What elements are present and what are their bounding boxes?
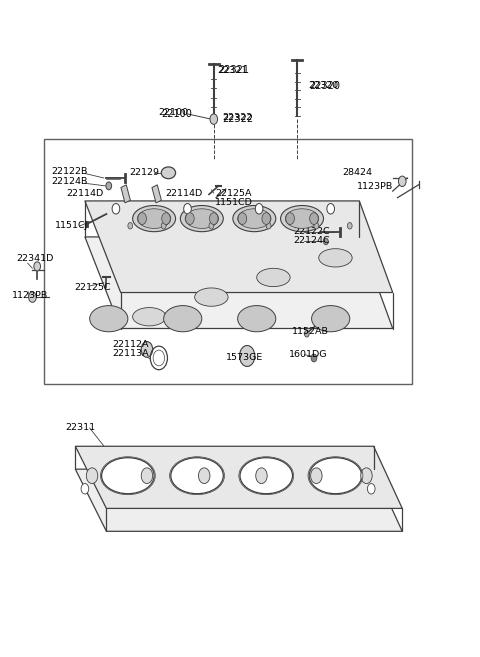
Text: 22112A: 22112A xyxy=(112,340,149,349)
Circle shape xyxy=(86,468,98,484)
Text: 22124C: 22124C xyxy=(293,237,330,245)
Circle shape xyxy=(238,213,247,225)
Text: 22320: 22320 xyxy=(308,81,338,89)
Text: 22129: 22129 xyxy=(129,168,159,177)
Circle shape xyxy=(398,176,406,187)
Ellipse shape xyxy=(180,206,223,232)
Circle shape xyxy=(286,213,294,225)
Ellipse shape xyxy=(132,206,176,232)
Circle shape xyxy=(348,223,352,229)
Circle shape xyxy=(262,213,271,225)
Circle shape xyxy=(361,468,372,484)
Circle shape xyxy=(162,213,170,225)
Circle shape xyxy=(106,182,112,190)
Circle shape xyxy=(29,292,36,302)
Ellipse shape xyxy=(319,249,352,267)
Text: 22122B: 22122B xyxy=(51,167,88,176)
Circle shape xyxy=(256,468,267,484)
Text: 22311: 22311 xyxy=(65,424,96,432)
Ellipse shape xyxy=(132,307,166,326)
Ellipse shape xyxy=(281,206,324,232)
Ellipse shape xyxy=(171,458,223,493)
Text: 1151CJ: 1151CJ xyxy=(55,221,88,230)
Circle shape xyxy=(311,468,322,484)
Ellipse shape xyxy=(240,458,292,493)
Polygon shape xyxy=(85,237,393,328)
Text: 1601DG: 1601DG xyxy=(288,350,327,359)
Text: 22322: 22322 xyxy=(222,114,252,122)
Text: 22113A: 22113A xyxy=(112,349,149,358)
Polygon shape xyxy=(75,446,402,509)
Ellipse shape xyxy=(164,306,202,332)
Text: 1152AB: 1152AB xyxy=(291,327,328,336)
Text: 22341D: 22341D xyxy=(16,254,54,263)
Circle shape xyxy=(141,468,153,484)
Circle shape xyxy=(240,346,255,367)
Circle shape xyxy=(199,468,210,484)
Circle shape xyxy=(184,204,192,214)
Circle shape xyxy=(209,223,214,229)
Circle shape xyxy=(81,484,89,494)
Circle shape xyxy=(186,213,194,225)
Circle shape xyxy=(314,223,319,229)
Text: 22114D: 22114D xyxy=(165,189,203,198)
Ellipse shape xyxy=(285,209,319,229)
Circle shape xyxy=(161,223,166,229)
Ellipse shape xyxy=(238,306,276,332)
Circle shape xyxy=(367,484,375,494)
Text: 22321: 22321 xyxy=(217,66,248,75)
Circle shape xyxy=(34,261,40,271)
Ellipse shape xyxy=(195,288,228,306)
Circle shape xyxy=(310,213,318,225)
Bar xyxy=(44,139,412,384)
Circle shape xyxy=(311,354,317,362)
Bar xyxy=(152,185,161,203)
Ellipse shape xyxy=(90,306,128,332)
Text: 28424: 28424 xyxy=(343,168,372,177)
Ellipse shape xyxy=(102,458,154,493)
Polygon shape xyxy=(85,201,393,292)
Bar xyxy=(121,185,131,203)
Circle shape xyxy=(112,204,120,214)
Ellipse shape xyxy=(312,306,350,332)
Circle shape xyxy=(209,213,218,225)
Circle shape xyxy=(128,223,132,229)
Circle shape xyxy=(266,223,271,229)
Text: 22100: 22100 xyxy=(161,109,192,119)
Text: 1123PB: 1123PB xyxy=(12,291,48,300)
Polygon shape xyxy=(75,469,402,532)
Circle shape xyxy=(327,204,335,214)
Ellipse shape xyxy=(238,209,271,229)
Ellipse shape xyxy=(233,206,276,232)
Text: 1123PB: 1123PB xyxy=(357,182,393,191)
Text: 22100: 22100 xyxy=(158,108,188,117)
Circle shape xyxy=(324,238,328,245)
Circle shape xyxy=(141,342,153,357)
Circle shape xyxy=(138,213,146,225)
Text: 22114D: 22114D xyxy=(66,189,104,198)
Text: 22122C: 22122C xyxy=(293,227,330,235)
Text: 22321: 22321 xyxy=(218,65,250,75)
Ellipse shape xyxy=(161,167,176,179)
Text: 22320: 22320 xyxy=(309,81,340,91)
Ellipse shape xyxy=(309,458,362,493)
Text: 1573GE: 1573GE xyxy=(226,353,263,363)
Circle shape xyxy=(210,114,217,124)
Circle shape xyxy=(255,204,263,214)
Ellipse shape xyxy=(185,209,218,229)
Text: 22124B: 22124B xyxy=(51,177,88,187)
Ellipse shape xyxy=(137,209,171,229)
Text: 22125A: 22125A xyxy=(215,189,252,198)
Circle shape xyxy=(304,330,309,337)
Text: 1151CD: 1151CD xyxy=(215,198,253,208)
Text: 22125C: 22125C xyxy=(74,283,110,292)
Ellipse shape xyxy=(257,268,290,286)
Text: 22322: 22322 xyxy=(222,114,253,124)
